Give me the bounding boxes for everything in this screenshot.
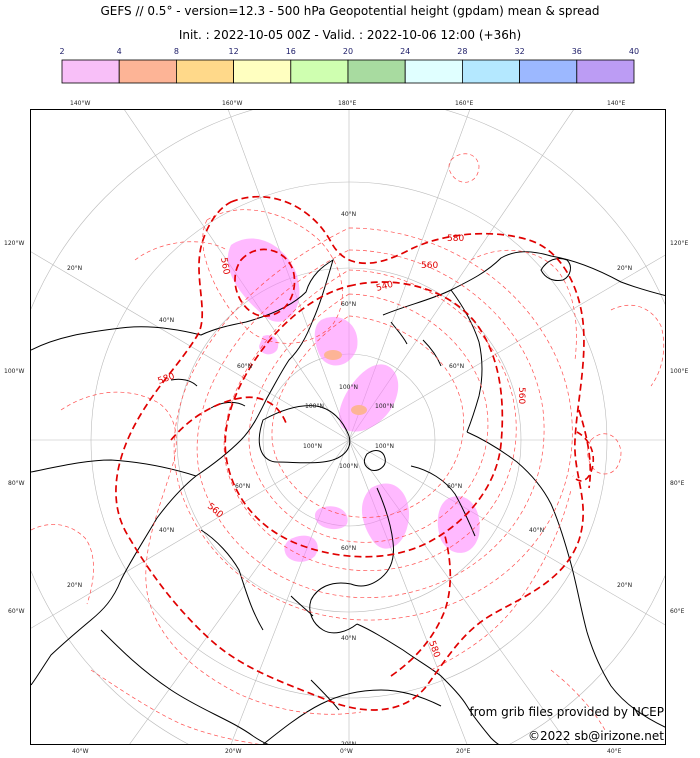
- parallel-label: 60°N: [237, 363, 252, 370]
- parallel-label: 40°N: [341, 635, 356, 642]
- meridian-label: 180°E: [338, 100, 357, 107]
- parallel-label: 60°N: [235, 483, 250, 490]
- colorbar-tick-label: 4: [117, 47, 122, 56]
- meridian-label: 140°W: [70, 100, 91, 107]
- contour-label: 560: [516, 387, 526, 404]
- colorbar-tick-label: 20: [343, 47, 353, 56]
- colorbar-swatch: [118, 59, 177, 84]
- map-canvas: 560 580 540 560 580 560 560 580 40°N 60°…: [31, 110, 665, 745]
- parallel-label: 20°N: [67, 265, 82, 272]
- coastlines: [31, 251, 665, 744]
- meridian-label: 160°W: [222, 100, 243, 107]
- contour-label: 560: [421, 261, 438, 271]
- copyright: ©2022 sb@irizone.net: [528, 729, 664, 743]
- parallel-label: 100°N: [303, 443, 322, 450]
- meridian-label: 40°W: [72, 748, 89, 755]
- meridian-label: 140°E: [607, 100, 626, 107]
- parallel-label: 100°N: [305, 403, 324, 410]
- parallel-labels: 40°N 60°N 100°N 100°N 20°N 40°N 60°N 100…: [67, 211, 632, 745]
- parallel-label: 100°N: [375, 443, 394, 450]
- meridian-label: 20°E: [456, 748, 471, 755]
- spread-contours: [31, 153, 665, 744]
- parallel-label: 40°N: [159, 317, 174, 324]
- meridian-label: 0°W: [340, 748, 353, 755]
- colorbar-tick-label: 28: [457, 47, 467, 56]
- map-title: GEFS // 0.5° - version=12.3 - 500 hPa Ge…: [100, 4, 600, 18]
- parallel-label: 20°N: [617, 265, 632, 272]
- meridian-label: 40°E: [607, 748, 622, 755]
- colorbar-tick-label: 32: [515, 47, 525, 56]
- contour-label: 580: [426, 640, 441, 660]
- parallel-label: 60°N: [341, 545, 356, 552]
- meridian-label: 80°E: [670, 480, 685, 487]
- spread-shading: [227, 238, 480, 562]
- colorbar-tick-label: 40: [629, 47, 639, 56]
- colorbar-swatch: [404, 59, 463, 84]
- parallel-label: 100°N: [339, 384, 358, 391]
- meridian-label: 100°W: [4, 368, 25, 375]
- colorbar-swatch: [233, 59, 292, 84]
- colorbar-tick-label: 8: [174, 47, 179, 56]
- meridian-label: 60°E: [670, 608, 685, 615]
- meridian-label: 80°W: [8, 480, 25, 487]
- meridian-label: 120°E: [670, 240, 689, 247]
- colorbar-swatch: [175, 59, 234, 84]
- colorbar-tick-label: 24: [400, 47, 410, 56]
- spread-high: [324, 350, 367, 415]
- parallel-label: 100°N: [339, 463, 358, 470]
- polar-map: 560 580 540 560 580 560 560 580 40°N 60°…: [30, 109, 666, 745]
- parallel-label: 60°N: [447, 483, 462, 490]
- colorbar-tick-label: 12: [229, 47, 239, 56]
- parallel-label: 60°N: [341, 301, 356, 308]
- data-credit: from grib files provided by NCEP: [469, 705, 664, 719]
- contour-label: 580: [157, 371, 177, 386]
- colorbar-swatch: [61, 59, 120, 84]
- contour-570: [572, 431, 595, 482]
- meridian-label: 100°E: [670, 368, 689, 375]
- colorbar-tick-label: 2: [59, 47, 64, 56]
- parallel-label: 40°N: [529, 527, 544, 534]
- contour-label: 560: [218, 257, 231, 276]
- parallel-label: 100°N: [375, 403, 394, 410]
- meridian-label: 20°W: [225, 748, 242, 755]
- parallel-label: 60°N: [449, 363, 464, 370]
- colorbar-swatch: [576, 59, 635, 84]
- meridian-label: 160°E: [455, 100, 474, 107]
- parallel-label: 40°N: [341, 211, 356, 218]
- colorbar-swatch: [519, 59, 578, 84]
- colorbar-swatch: [461, 59, 520, 84]
- height-contours: [115, 195, 592, 711]
- contour-label: 560: [205, 502, 225, 521]
- map-subtitle: Init. : 2022-10-05 00Z - Valid. : 2022-1…: [178, 28, 522, 42]
- colorbar: 2 4 8 12 16 20 24 28 32 36 40: [59, 47, 639, 84]
- meridian-label: 60°W: [8, 608, 25, 615]
- contour-labels: 560 580 540 560 580 560 560 580: [157, 234, 526, 659]
- meridian-label: 120°W: [4, 240, 25, 247]
- colorbar-tick-label: 16: [286, 47, 296, 56]
- colorbar-tick-label: 36: [572, 47, 582, 56]
- colorbar-swatch: [347, 59, 406, 84]
- parallel-label: 40°N: [159, 527, 174, 534]
- parallel-label: 20°N: [617, 582, 632, 589]
- contour-label: 580: [447, 234, 464, 244]
- parallel-label: 20°N: [341, 741, 356, 745]
- parallel-label: 20°N: [67, 582, 82, 589]
- contour-label: 540: [375, 280, 394, 294]
- colorbar-swatch: [290, 59, 349, 84]
